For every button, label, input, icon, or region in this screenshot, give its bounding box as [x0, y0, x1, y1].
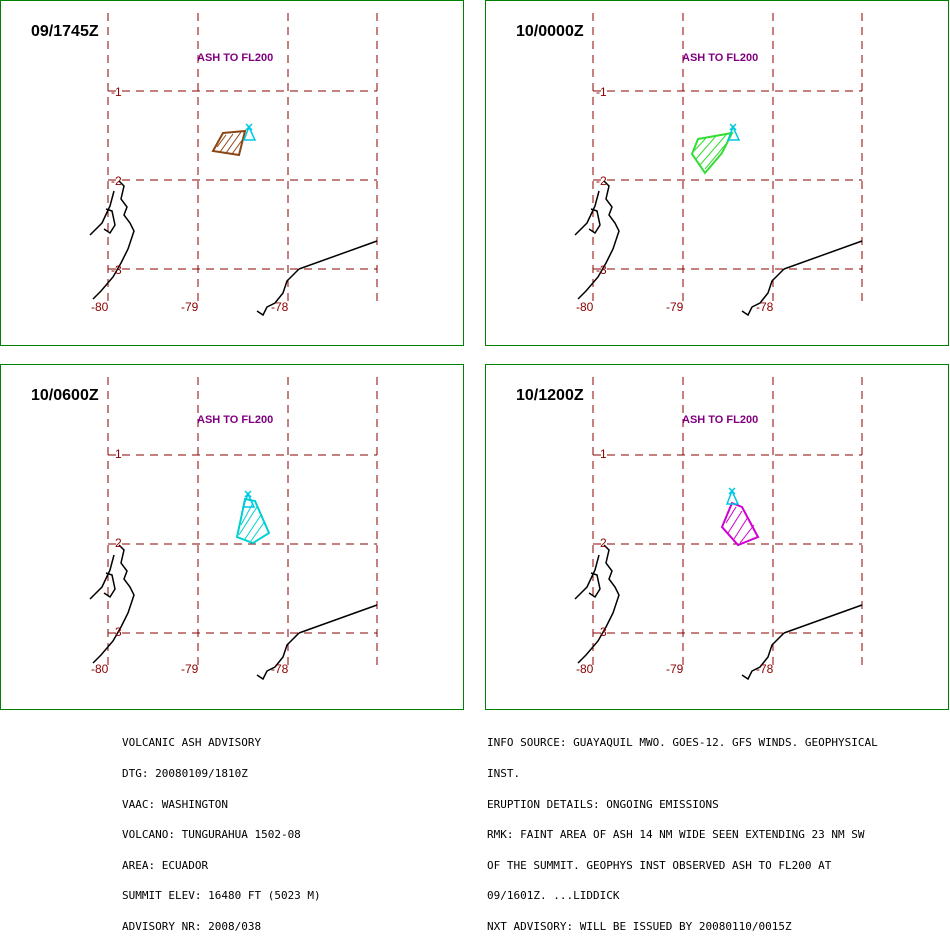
advisory-line: INFO SOURCE: GUAYAQUIL MWO. GOES-12. GFS… [487, 736, 878, 750]
lon-label-80: -80 [576, 662, 594, 676]
advisory-line: INST. [487, 767, 521, 781]
map-canvas-2: 10/0000Z ASH TO FL200 -1 -2 -3 -80 -79 -… [516, 13, 863, 317]
lon-label-78: -78 [271, 662, 289, 676]
map-panel-1: 09/1745Z ASH TO FL200 -1 -2 -3 -80 -79 -… [0, 0, 464, 346]
advisory-line: VOLCANO: TUNGURAHUA 1502-08 [122, 828, 301, 842]
lat-label-3: -3 [596, 263, 607, 277]
lat-lon-grid [592, 377, 863, 665]
lat-label-3: -3 [596, 625, 607, 639]
advisory-line: AREA: ECUADOR [122, 858, 209, 872]
coastline [89, 544, 378, 681]
map-canvas-1: 09/1745Z ASH TO FL200 -1 -2 -3 -80 -79 -… [31, 13, 378, 317]
ash-level-label: ASH TO FL200 [682, 52, 758, 64]
lat-label-1: -1 [111, 447, 122, 461]
panel-time-label: 10/0000Z [516, 23, 584, 40]
volcano-icon [242, 123, 257, 141]
lat-lon-grid [107, 13, 378, 301]
advisory-line: VAAC: WASHINGTON [122, 797, 228, 811]
advisory-line: DTG: 20080109/1810Z [122, 767, 248, 781]
advisory-line: ERUPTION DETAILS: ONGOING EMISSIONS [487, 797, 719, 811]
map-panel-2: 10/0000Z ASH TO FL200 -1 -2 -3 -80 -79 -… [485, 0, 949, 346]
lon-label-79: -79 [666, 300, 684, 314]
lon-label-78: -78 [271, 300, 289, 314]
lon-label-78: -78 [756, 662, 774, 676]
lat-label-3: -3 [111, 263, 122, 277]
advisory-line: SUMMIT ELEV: 16480 FT (5023 M) [122, 889, 321, 903]
volcano-icon [241, 490, 256, 508]
lat-label-2: -2 [596, 536, 607, 550]
ash-level-label: ASH TO FL200 [197, 414, 273, 426]
ash-level-label: ASH TO FL200 [197, 52, 273, 64]
lat-label-2: -2 [111, 536, 122, 550]
ash-polygon [720, 501, 760, 547]
lon-label-79: -79 [181, 662, 199, 676]
advisory-details-left: VOLCANIC ASH ADVISORY DTG: 20080109/1810… [122, 718, 321, 942]
lon-label-78: -78 [756, 300, 774, 314]
lat-label-1: -1 [596, 447, 607, 461]
coastline [89, 180, 378, 317]
lat-label-2: -2 [596, 174, 607, 188]
lat-lon-grid [592, 13, 863, 301]
lon-label-80: -80 [91, 300, 109, 314]
map-panel-4: 10/1200Z ASH TO FL200 -1 -2 -3 -80 -79 -… [485, 364, 949, 710]
lat-label-1: -1 [111, 85, 122, 99]
volcano-icon [725, 487, 740, 505]
advisory-line: 09/1601Z. ...LIDDICK [487, 889, 620, 903]
volcano-icon [726, 123, 741, 141]
ash-level-label: ASH TO FL200 [682, 414, 758, 426]
lon-label-80: -80 [91, 662, 109, 676]
lon-label-79: -79 [181, 300, 199, 314]
advisory-line: VOLCANIC ASH ADVISORY [122, 736, 262, 750]
coastline [574, 180, 863, 317]
lon-label-79: -79 [666, 662, 684, 676]
advisory-line: NXT ADVISORY: WILL BE ISSUED BY 20080110… [487, 920, 792, 934]
panel-time-label: 09/1745Z [31, 23, 99, 40]
ash-polygon [690, 131, 734, 175]
panel-time-label: 10/1200Z [516, 387, 584, 404]
lat-label-2: -2 [111, 174, 122, 188]
map-canvas-4: 10/1200Z ASH TO FL200 -1 -2 -3 -80 -79 -… [516, 377, 863, 681]
lat-label-1: -1 [596, 85, 607, 99]
map-canvas-3: 10/0600Z ASH TO FL200 -1 -2 -3 -80 -79 -… [31, 377, 378, 681]
coastline [574, 544, 863, 681]
advisory-line: ADVISORY NR: 2008/038 [122, 920, 262, 934]
advisory-line: RMK: FAINT AREA OF ASH 14 NM WIDE SEEN E… [487, 828, 865, 842]
map-panel-3: 10/0600Z ASH TO FL200 -1 -2 -3 -80 -79 -… [0, 364, 464, 710]
advisory-line: OF THE SUMMIT. GEOPHYS INST OBSERVED ASH… [487, 858, 832, 872]
panel-time-label: 10/0600Z [31, 387, 99, 404]
advisory-details-right: INFO SOURCE: GUAYAQUIL MWO. GOES-12. GFS… [487, 718, 878, 942]
lon-label-80: -80 [576, 300, 594, 314]
lat-lon-grid [107, 377, 378, 665]
lat-label-3: -3 [111, 625, 122, 639]
ash-polygon [211, 129, 247, 157]
ash-polygon [235, 497, 271, 545]
